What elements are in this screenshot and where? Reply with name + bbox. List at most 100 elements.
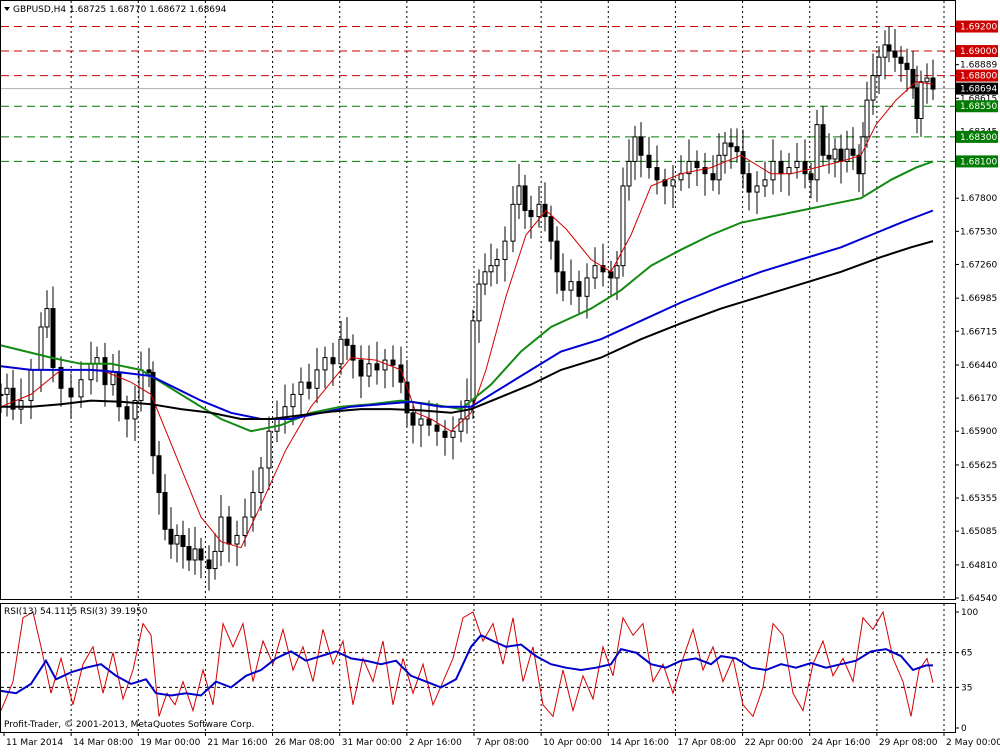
level-price-tag — [956, 69, 998, 82]
price-bar-body — [826, 154, 832, 160]
price-bar-body — [734, 146, 740, 153]
price-bar-body — [560, 271, 566, 291]
price-bar-body — [162, 492, 168, 530]
price-bar-body — [218, 516, 224, 552]
price-bar-body — [856, 154, 862, 175]
price-bar-body — [234, 534, 240, 545]
level-price-tag-label: 1.68100 — [960, 157, 997, 167]
price-bar-body — [476, 283, 482, 322]
price-bar-body — [488, 265, 494, 273]
price-bar-body — [442, 430, 448, 438]
current-price-tag-label: 1.68694 — [960, 85, 997, 95]
x-tick-label: 11 Mar 2014 — [6, 738, 63, 748]
price-bar-body — [548, 216, 554, 242]
price-bar-body — [620, 185, 626, 267]
level-price-tag — [956, 45, 998, 58]
x-tick-label: 21 Mar 16:00 — [207, 738, 267, 748]
price-bar-body — [754, 185, 760, 193]
price-bar-body — [322, 357, 328, 371]
price-bar-body — [654, 167, 660, 181]
price-bar-body — [528, 209, 534, 218]
moving-average-line — [0, 209, 934, 420]
price-bar-body — [568, 281, 574, 291]
price-bar-body — [58, 366, 64, 389]
price-bar-body — [78, 379, 84, 398]
price-bar-body — [186, 545, 192, 561]
y-tick-label: 1.67530 — [960, 227, 997, 237]
price-bar-body — [298, 381, 304, 395]
price-bar-body — [728, 142, 734, 148]
x-tick-label: 17 Apr 08:00 — [677, 738, 736, 748]
x-tick-label: 24 Apr 16:00 — [812, 738, 871, 748]
price-bar-body — [820, 124, 826, 156]
y-tick-label: 1.64810 — [960, 561, 997, 571]
y-tick-label: 1.64540 — [960, 594, 997, 604]
price-bar-body — [44, 308, 50, 328]
price-bar-body — [876, 56, 882, 77]
y-tick-label: 1.65900 — [960, 427, 997, 437]
price-bar-body — [762, 179, 768, 187]
x-tick-label: 19 Mar 00:00 — [140, 738, 200, 748]
price-bar-body — [358, 359, 364, 377]
rsi-line — [0, 610, 934, 718]
price-bar-body — [10, 387, 16, 410]
level-price-tags: 1.69200 1.69000 1.68800 1.68550 1.68300 1.681… — [956, 20, 998, 168]
level-price-tag-label: 1.68800 — [960, 72, 997, 82]
price-bar-body — [18, 400, 24, 410]
price-bar-body — [344, 338, 350, 346]
price-bar-body — [592, 265, 598, 279]
price-bar-body — [482, 271, 488, 285]
price-bar-body — [802, 160, 808, 175]
rsi-title: RSI(13) 54.1115 RSI(3) 39.1950 — [4, 607, 148, 617]
price-bar-body — [266, 430, 272, 469]
price-bar-body — [918, 81, 924, 120]
copyright-footer: Profit-Trader, © 2001-2013, MetaQuotes S… — [4, 720, 254, 730]
price-bar-body — [458, 418, 464, 432]
price-bar-body — [808, 173, 814, 181]
price-bar-body — [870, 75, 876, 101]
moving-average-line — [1, 240, 934, 420]
moving-average-line — [0, 81, 934, 549]
y-tick-label: 1.66985 — [960, 294, 997, 304]
y-tick-label: 1.65355 — [960, 494, 997, 504]
price-axis: 1.688891.686151.683451.678001.675301.672… — [955, 61, 997, 604]
price-bar-body — [502, 240, 508, 261]
price-bar-body — [860, 136, 866, 175]
price-bar-body — [904, 62, 910, 70]
chart-header: GBPUSD,H4 1.68725 1.68770 1.68672 1.6869… — [4, 5, 227, 15]
price-bar-body — [694, 160, 700, 169]
x-tick-label: 2 May 00:00 — [946, 738, 1000, 748]
price-bar-body — [156, 455, 162, 494]
y-tick-label: 1.68889 — [960, 61, 997, 71]
rsi-axis: 100 65 35 0 — [955, 608, 978, 734]
price-bar-body — [150, 371, 156, 457]
price-bar-body — [710, 173, 716, 181]
level-price-tag-label: 1.69000 — [960, 47, 997, 57]
price-bar-body — [290, 393, 296, 408]
y-tick-label: 1.65625 — [960, 461, 997, 471]
price-bar-body — [494, 259, 500, 267]
price-bar-body — [844, 148, 850, 162]
price-bar-body — [554, 240, 560, 273]
price-bar-body — [746, 173, 752, 193]
price-bar-body — [250, 492, 256, 518]
price-bar-body — [306, 381, 312, 389]
price-bar-body — [626, 160, 632, 187]
price-bar-body — [192, 548, 198, 561]
price-bar-body — [740, 151, 746, 175]
price-bar-body — [608, 271, 614, 279]
price-bar-body — [614, 265, 620, 279]
rsi-tick-label: 0 — [961, 724, 967, 734]
level-price-tag — [956, 155, 998, 168]
price-bar-body — [910, 68, 916, 89]
price-bar-body — [398, 364, 404, 383]
level-price-tag-label: 1.69200 — [960, 23, 997, 33]
time-axis: 11 Mar 2014 14 Mar 08:00 19 Mar 00:00 21 Ma… — [3, 732, 1000, 748]
price-bar-body — [778, 160, 784, 175]
price-bar-body — [146, 369, 152, 373]
x-tick-label: 2 Apr 16:00 — [409, 738, 462, 748]
rsi-line — [0, 633, 933, 697]
level-price-tag — [956, 100, 998, 113]
price-bar-body — [68, 387, 74, 398]
price-bar-body — [576, 281, 582, 297]
